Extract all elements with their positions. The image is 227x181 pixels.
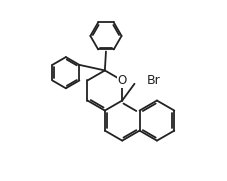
Text: Br: Br xyxy=(147,74,160,87)
Text: O: O xyxy=(118,74,127,87)
